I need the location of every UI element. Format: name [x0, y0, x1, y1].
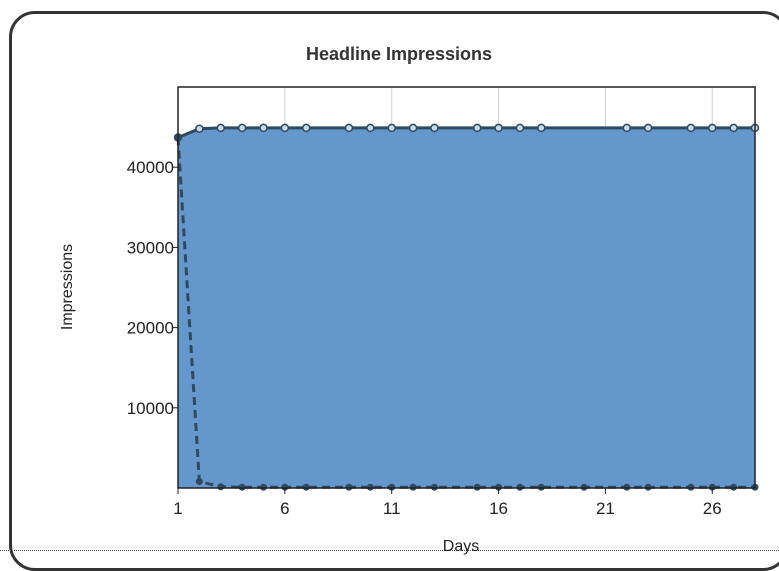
area-point: [622, 123, 632, 133]
dashed-point: [623, 483, 631, 491]
dashed-point: [537, 483, 545, 491]
dashed-point: [495, 483, 503, 491]
x-tick-label: 16: [489, 499, 508, 518]
area-point: [195, 124, 204, 133]
dashed-point: [302, 483, 310, 491]
area-point: [537, 123, 546, 133]
y-tick-label: 10000: [127, 399, 174, 418]
dashed-point: [217, 483, 225, 491]
dashed-point: [345, 483, 353, 491]
dashed-point: [259, 483, 267, 491]
plot-frame: [177, 86, 756, 489]
dashed-point: [687, 483, 695, 491]
series-layer: [173, 123, 760, 491]
x-tick-label: 6: [280, 499, 289, 518]
area-point: [708, 123, 717, 133]
chart-title: Headline Impressions: [306, 44, 492, 64]
dashed-point: [388, 483, 396, 491]
y-tick-label: 20000: [127, 319, 174, 338]
area-point: [430, 123, 439, 133]
area-series-line: [177, 126, 755, 139]
x-tick-label: 1: [173, 499, 182, 518]
dashed-point: [195, 478, 203, 486]
area-point: [301, 123, 311, 133]
area-point: [494, 123, 503, 133]
y-axis-label: Impressions: [59, 244, 76, 330]
dashed-point: [708, 483, 716, 491]
area-point: [643, 123, 653, 133]
area-point: [216, 123, 225, 133]
dashed-point: [580, 483, 588, 491]
bottom-divider: [0, 550, 779, 551]
area-point: [472, 123, 482, 133]
area-point: [686, 123, 696, 133]
dashed-point: [238, 483, 246, 491]
area-point: [729, 123, 738, 133]
dashed-point: [644, 483, 652, 491]
area-point: [408, 123, 418, 133]
area-point: [344, 123, 354, 133]
x-tick-label: 11: [383, 499, 401, 518]
area-point: [515, 123, 525, 133]
x-axis-label: Days: [443, 538, 479, 555]
dashed-point: [473, 483, 481, 491]
plot-border: [177, 86, 756, 489]
area-point: [366, 123, 375, 133]
dashed-point: [281, 483, 289, 491]
area-point: [387, 123, 396, 133]
area-fill: [178, 127, 755, 488]
dashed-series-line: [176, 137, 755, 489]
dashed-point: [430, 483, 438, 491]
y-tick-label: 40000: [127, 158, 174, 177]
area-point: [259, 123, 268, 133]
area-point: [280, 123, 290, 133]
dashed-point: [366, 483, 374, 491]
dashed-point: [516, 483, 524, 491]
x-tick-label: 26: [703, 499, 722, 518]
dashed-point: [730, 483, 738, 491]
area-point: [237, 123, 247, 133]
dashed-point: [409, 483, 417, 491]
x-tick-label: 21: [596, 499, 615, 518]
y-tick-label: 30000: [127, 238, 174, 257]
